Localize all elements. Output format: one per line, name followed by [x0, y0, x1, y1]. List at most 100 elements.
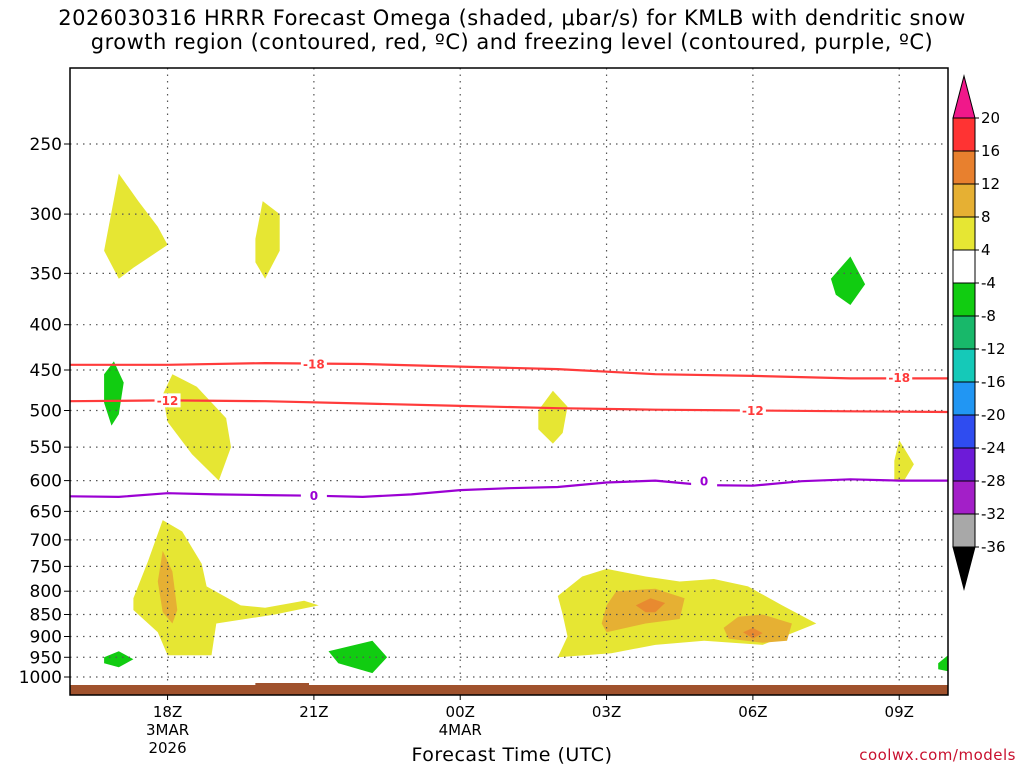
- colorbar-swatch-11: [952, 447, 976, 482]
- omega-region-green-low-left: [104, 651, 134, 668]
- colorbar-swatch-5: [952, 249, 976, 284]
- contour-layer: -18 -18 -12 -12 0 0: [69, 356, 949, 503]
- contour-label-dendritic-bottom-1: -12: [742, 404, 764, 418]
- omega-shading-layer: [104, 173, 948, 674]
- x-tick-date-00Z: 4MAR: [439, 721, 482, 739]
- colorbar-label-11: -28: [981, 472, 1006, 490]
- colorbar-swatch-3: [952, 183, 976, 218]
- plot-frame: [69, 67, 949, 696]
- credit-link[interactable]: coolwx.com/models: [859, 746, 1016, 764]
- gridlines: [70, 68, 948, 695]
- omega-region-low-left-blob: [133, 520, 319, 656]
- omega-region-green-upper-right: [830, 256, 866, 305]
- x-tick-label-09Z: 09Z: [885, 703, 914, 721]
- contour-label-bg-freezing-level-0: [300, 488, 327, 503]
- contour-label-bg-dendritic-top-0: [300, 356, 327, 371]
- terrain-bump: [255, 683, 310, 686]
- contour-label-freezing-level-0: 0: [310, 489, 318, 503]
- x-tick-label-06Z: 06Z: [738, 703, 767, 721]
- colorbar-label-12: -32: [981, 505, 1006, 523]
- contour-line-dendritic-top: [70, 361, 948, 380]
- colorbar-label-0: 20: [981, 109, 1000, 127]
- omega-region-green-low-mid: [328, 640, 388, 674]
- omega-region-low-right-core-b: [723, 614, 792, 643]
- colorbar-label-9: -20: [981, 406, 1006, 424]
- terrain-layer: [70, 683, 948, 695]
- colorbar-label-6: -8: [981, 307, 996, 325]
- terrain-strip: [70, 685, 948, 695]
- colorbar-swatch-12: [952, 480, 976, 515]
- contour-label-bg-freezing-level-1: [691, 474, 718, 489]
- y-tick-label-250: 250: [30, 135, 62, 155]
- colorbar-swatch-13: [952, 513, 976, 548]
- contour-label-bg-dendritic-bottom-1: [739, 403, 766, 418]
- contour-label-dendritic-bottom-0: -12: [157, 394, 179, 408]
- y-tick-label-600: 600: [30, 472, 62, 492]
- omega-region-upper-mid-lobe: [255, 201, 280, 279]
- colorbar-label-13: -36: [981, 538, 1006, 556]
- colorbar-swatch-0: [952, 74, 976, 119]
- colorbar-label-7: -12: [981, 340, 1006, 358]
- omega-region-low-right-blob: [557, 568, 817, 658]
- colorbar-label-2: 12: [981, 175, 1000, 193]
- y-tick-label-500: 500: [30, 402, 62, 422]
- colorbar-swatch-4: [952, 216, 976, 251]
- y-tick-label-950: 950: [30, 648, 62, 668]
- contour-line-dendritic-bottom: [69, 399, 949, 414]
- y-tick-label-800: 800: [30, 582, 62, 602]
- colorbar-swatch-2: [952, 150, 976, 185]
- y-tick-label-650: 650: [30, 502, 62, 522]
- y-tick-label-900: 900: [30, 627, 62, 647]
- chart-title: 2026030316 HRRR Forecast Omega (shaded, …: [0, 6, 1024, 54]
- colorbar-swatch-8: [952, 348, 976, 383]
- omega-region-far-right-lobe: [894, 440, 914, 481]
- y-tick-label-1000: 1000: [19, 668, 62, 688]
- y-tick-label-300: 300: [30, 205, 62, 225]
- colorbar-swatch-14: [952, 546, 976, 591]
- axes: 2503003504004505005506006507007508008509…: [19, 67, 949, 757]
- y-tick-label-450: 450: [30, 361, 62, 381]
- y-tick-label-550: 550: [30, 438, 62, 458]
- chart-title-line-1: 2026030316 HRRR Forecast Omega (shaded, …: [58, 6, 966, 30]
- omega-region-green-low-right-edge: [938, 655, 948, 672]
- contour-label-dendritic-top-0: -18: [303, 357, 325, 371]
- colorbar-label-1: 16: [981, 142, 1000, 160]
- omega-region-mid-left-lobe: [162, 374, 231, 481]
- x-tick-label-00Z: 00Z: [446, 703, 475, 721]
- colorbar-label-10: -24: [981, 439, 1006, 457]
- colorbar-swatch-10: [952, 414, 976, 449]
- x-axis-title: Forecast Time (UTC): [411, 744, 613, 766]
- x-tick-label-21Z: 21Z: [299, 703, 328, 721]
- omega-colorbar: 20 16 12 8 4 -4 -8 -12 -16 -20 -24 -28 -32 -36: [952, 74, 1006, 591]
- y-tick-label-700: 700: [30, 531, 62, 551]
- contour-label-freezing-level-1: 0: [700, 475, 708, 489]
- contour-label-bg-dendritic-top-1: [886, 370, 913, 385]
- x-tick-label-03Z: 03Z: [592, 703, 621, 721]
- colorbar-label-3: 8: [981, 208, 991, 226]
- omega-region-low-left-core: [157, 550, 178, 624]
- omega-region-green-mid-left: [104, 361, 124, 426]
- colorbar-swatch-1: [952, 117, 976, 152]
- colorbar-label-4: 4: [981, 241, 991, 259]
- chart-title-line-2: growth region (contoured, red, ºC) and f…: [90, 30, 934, 54]
- x-tick-year-18Z: 2026: [148, 739, 186, 757]
- y-tick-label-850: 850: [30, 606, 62, 626]
- colorbar-swatch-7: [952, 315, 976, 350]
- contour-label-dendritic-top-1: -18: [888, 371, 910, 385]
- colorbar-swatch-6: [952, 282, 976, 317]
- colorbar-label-8: -16: [981, 373, 1006, 391]
- colorbar-label-5: -4: [981, 274, 996, 292]
- x-tick-date-18Z: 3MAR: [146, 721, 189, 739]
- y-tick-label-350: 350: [30, 264, 62, 284]
- omega-region-mid-right-lobe: [538, 390, 568, 444]
- contour-line-freezing-level: [69, 478, 948, 499]
- omega-region-upper-left-lobe: [104, 173, 168, 279]
- y-tick-label-400: 400: [30, 316, 62, 336]
- y-tick-label-750: 750: [30, 557, 62, 577]
- omega-region-low-right-max-a: [635, 598, 666, 613]
- x-tick-label-18Z: 18Z: [153, 703, 182, 721]
- colorbar-swatch-9: [952, 381, 976, 416]
- omega-region-low-right-max-b: [743, 627, 763, 639]
- contour-label-bg-dendritic-bottom-0: [154, 393, 181, 408]
